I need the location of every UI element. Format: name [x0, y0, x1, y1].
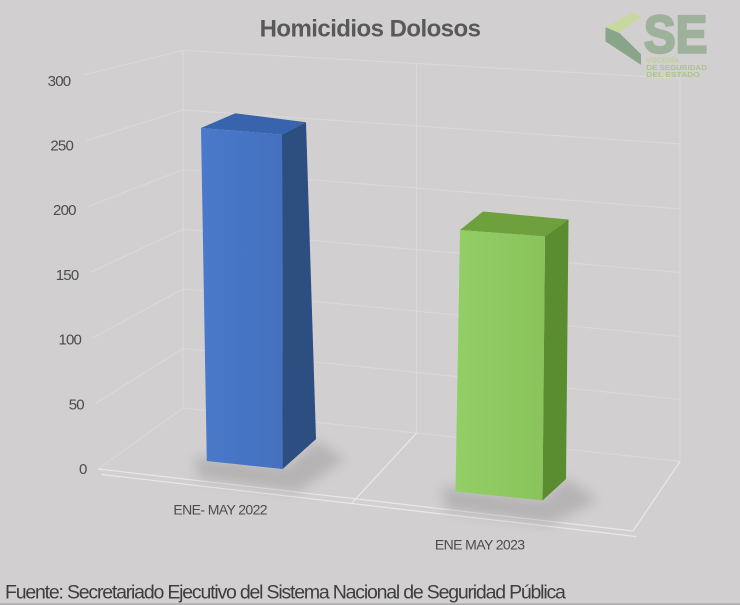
svg-text:100: 100	[58, 332, 81, 349]
svg-text:ENE- MAY 2022: ENE- MAY 2022	[173, 502, 267, 518]
svg-text:150: 150	[56, 267, 79, 284]
svg-text:SE: SE	[644, 6, 708, 65]
svg-text:Fuente: Secretariado Ejecutivo: Fuente: Secretariado Ejecutivo del Siste…	[5, 581, 566, 603]
svg-text:200: 200	[53, 202, 76, 219]
svg-text:300: 300	[48, 73, 71, 90]
svg-text:0: 0	[79, 461, 87, 478]
svg-text:DE SEGURIDAD: DE SEGURIDAD	[646, 65, 707, 72]
svg-text:VOCERÍA: VOCERÍA	[646, 55, 679, 64]
svg-text:ENE MAY 2023: ENE MAY 2023	[435, 537, 525, 553]
svg-text:Homicidios Dolosos: Homicidios Dolosos	[260, 15, 481, 42]
svg-text:DEL ESTADO: DEL ESTADO	[646, 72, 700, 79]
svg-text:250: 250	[50, 138, 73, 155]
svg-text:50: 50	[69, 396, 85, 413]
